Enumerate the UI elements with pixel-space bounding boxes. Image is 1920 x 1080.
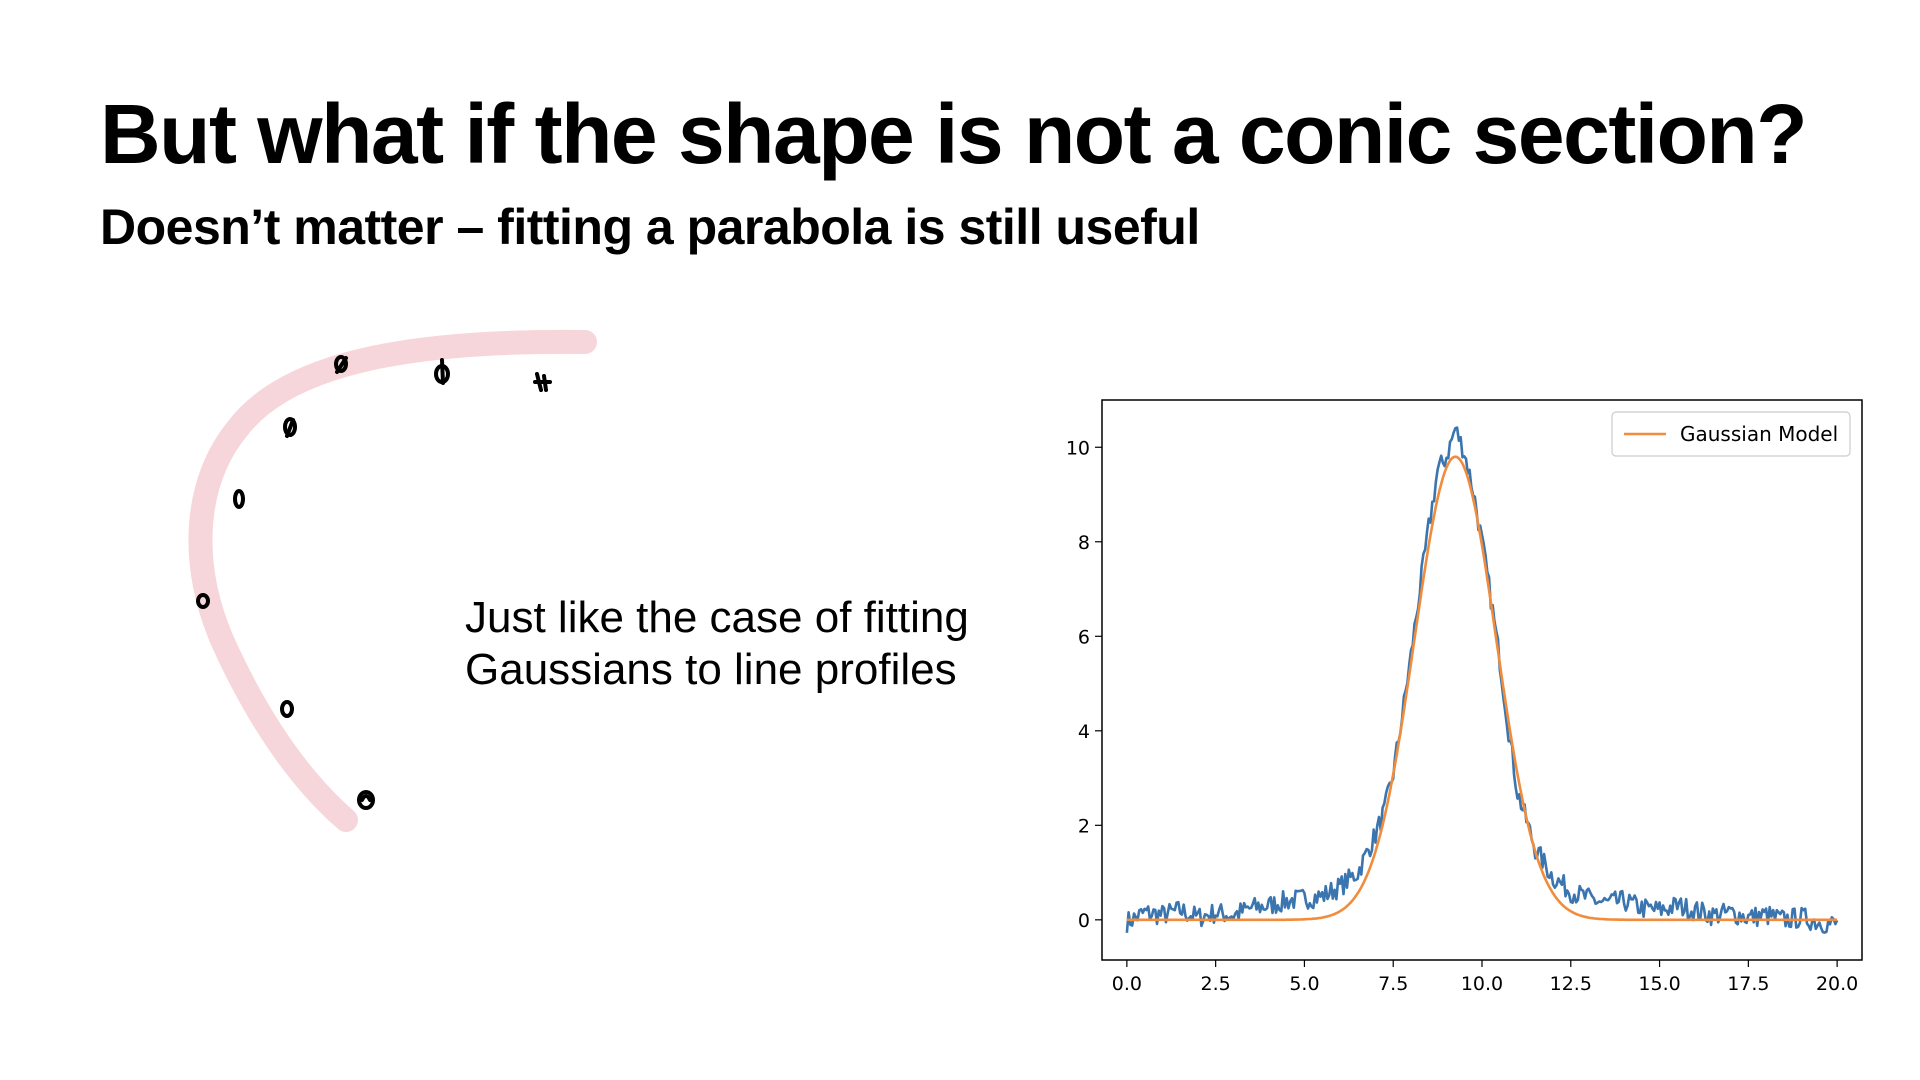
x-tick-label: 12.5 xyxy=(1550,973,1592,995)
hand-drawn-point xyxy=(357,790,375,810)
slide-title: But what if the shape is not a conic sec… xyxy=(100,87,1808,181)
x-tick-label: 2.5 xyxy=(1201,973,1231,995)
legend-box xyxy=(1611,411,1851,457)
hand-drawn-point xyxy=(233,489,245,509)
hand-drawn-point xyxy=(196,593,210,609)
hand-drawn-point xyxy=(533,372,552,392)
y-tick-label: 0 xyxy=(1078,910,1090,932)
hand-drawn-point xyxy=(334,355,348,374)
hand-drawn-point xyxy=(280,700,294,718)
x-tick-label: 17.5 xyxy=(1727,973,1769,995)
legend-label: Gaussian Model xyxy=(1680,422,1838,446)
y-tick-label: 10 xyxy=(1066,437,1090,459)
body-text: Just like the case of fitting Gaussians … xyxy=(465,592,969,696)
plot-frame xyxy=(1101,399,1863,961)
y-tick-label: 4 xyxy=(1078,721,1090,743)
x-tick-label: 15.0 xyxy=(1638,973,1680,995)
x-tick-label: 0.0 xyxy=(1112,973,1142,995)
body-line: Just like the case of fitting xyxy=(465,593,969,642)
x-tick-label: 20.0 xyxy=(1816,973,1858,995)
conic-sketch xyxy=(188,329,597,832)
hand-drawn-point xyxy=(434,358,450,385)
x-tick-label: 10.0 xyxy=(1461,973,1503,995)
body-line: Gaussians to line profiles xyxy=(465,645,957,694)
y-tick-label: 6 xyxy=(1078,626,1090,648)
gaussian-model-line xyxy=(1126,455,1838,922)
x-tick-label: 7.5 xyxy=(1378,973,1408,995)
data-series-line xyxy=(1125,426,1839,934)
y-tick-label: 8 xyxy=(1078,532,1090,554)
gaussian-fit-chart: 0.0 2.5 5.0 7.5 10.0 12.5 15.0 17.5 20.0 0 2 4 6 8 10 G… xyxy=(1066,399,1863,995)
x-tick-label: 5.0 xyxy=(1289,973,1319,995)
hand-drawn-points xyxy=(196,355,552,810)
y-tick-label: 2 xyxy=(1078,815,1090,837)
highlight-stroke xyxy=(188,329,597,832)
slide-subtitle: Doesn’t matter – fitting a parabola is s… xyxy=(100,199,1200,255)
hand-drawn-point xyxy=(283,417,297,438)
